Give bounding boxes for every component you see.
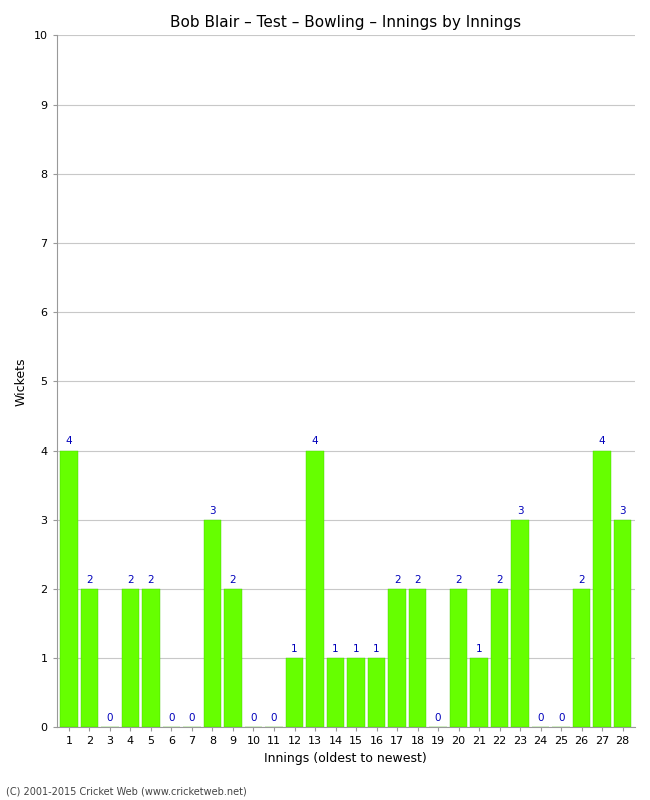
Text: 2: 2: [455, 575, 462, 585]
Bar: [347, 658, 365, 727]
Bar: [409, 589, 426, 727]
Text: 1: 1: [291, 644, 298, 654]
Text: 0: 0: [168, 714, 175, 723]
Bar: [471, 658, 488, 727]
Text: 1: 1: [332, 644, 339, 654]
Text: 1: 1: [476, 644, 482, 654]
Text: 0: 0: [558, 714, 564, 723]
Text: 2: 2: [578, 575, 585, 585]
Text: 4: 4: [312, 437, 318, 446]
Text: 0: 0: [107, 714, 113, 723]
Title: Bob Blair – Test – Bowling – Innings by Innings: Bob Blair – Test – Bowling – Innings by …: [170, 15, 521, 30]
Text: 4: 4: [66, 437, 72, 446]
Text: 0: 0: [271, 714, 278, 723]
Bar: [122, 589, 139, 727]
Text: 0: 0: [250, 714, 257, 723]
Bar: [573, 589, 590, 727]
Bar: [512, 520, 529, 727]
Bar: [81, 589, 98, 727]
Text: 1: 1: [373, 644, 380, 654]
Text: 3: 3: [209, 506, 216, 516]
Text: 1: 1: [353, 644, 359, 654]
Text: 3: 3: [619, 506, 626, 516]
Text: 0: 0: [538, 714, 544, 723]
Text: 2: 2: [394, 575, 400, 585]
Bar: [491, 589, 508, 727]
X-axis label: Innings (oldest to newest): Innings (oldest to newest): [265, 752, 427, 765]
Bar: [60, 450, 77, 727]
Text: 2: 2: [229, 575, 237, 585]
Text: 0: 0: [188, 714, 195, 723]
Text: (C) 2001-2015 Cricket Web (www.cricketweb.net): (C) 2001-2015 Cricket Web (www.cricketwe…: [6, 786, 247, 796]
Text: 2: 2: [497, 575, 503, 585]
Text: 0: 0: [435, 714, 441, 723]
Bar: [224, 589, 242, 727]
Text: 3: 3: [517, 506, 523, 516]
Bar: [368, 658, 385, 727]
Text: 4: 4: [599, 437, 606, 446]
Bar: [593, 450, 611, 727]
Bar: [306, 450, 324, 727]
Text: 2: 2: [148, 575, 154, 585]
Bar: [327, 658, 344, 727]
Bar: [286, 658, 304, 727]
Text: 2: 2: [86, 575, 93, 585]
Bar: [388, 589, 406, 727]
Y-axis label: Wickets: Wickets: [15, 357, 28, 406]
Bar: [142, 589, 160, 727]
Text: 2: 2: [127, 575, 134, 585]
Bar: [203, 520, 221, 727]
Bar: [450, 589, 467, 727]
Bar: [614, 520, 631, 727]
Text: 2: 2: [414, 575, 421, 585]
